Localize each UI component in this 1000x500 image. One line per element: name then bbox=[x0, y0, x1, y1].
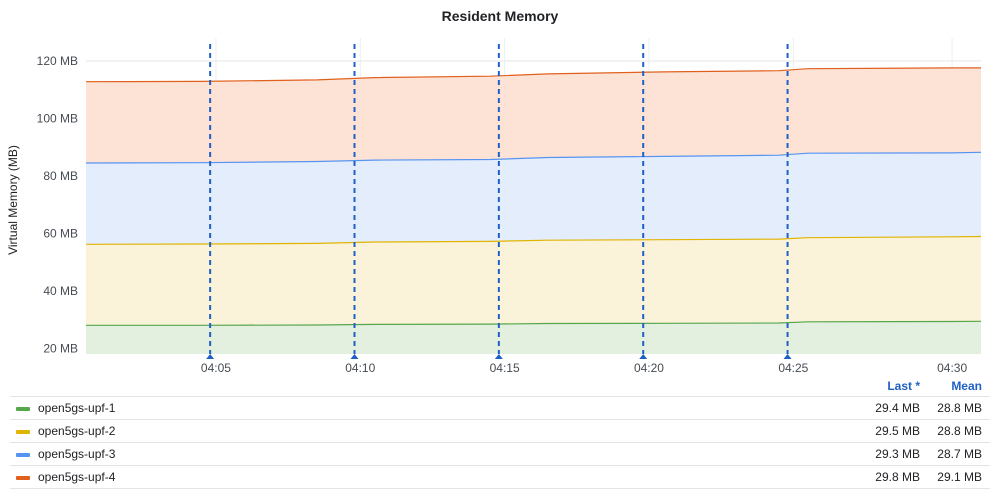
y-tick-label: 100 MB bbox=[37, 111, 78, 125]
area-open5gs-upf-2 bbox=[86, 236, 981, 326]
y-axis-ticks: 20 MB 40 MB 60 MB 80 MB 100 MB 120 MB bbox=[37, 54, 78, 355]
line-open5gs-upf-3 bbox=[85, 151, 982, 164]
x-tick-label: 04:25 bbox=[778, 361, 808, 375]
stacked-areas bbox=[86, 67, 981, 354]
series-name[interactable]: open5gs-upf-3 bbox=[38, 447, 116, 461]
x-tick-label: 04:05 bbox=[201, 361, 231, 375]
legend-table: Last * Mean open5gs-upf-1 29.4 MB 28.8 M… bbox=[10, 376, 990, 489]
series-name[interactable]: open5gs-upf-2 bbox=[38, 424, 116, 438]
series-last-value: 29.8 MB bbox=[875, 470, 920, 484]
line-open5gs-upf-4 bbox=[85, 67, 981, 83]
annotation-marker-icon bbox=[206, 354, 215, 359]
area-open5gs-upf-4 bbox=[86, 67, 981, 163]
series-mean-value: 29.1 MB bbox=[937, 470, 982, 484]
series-last-value: 29.3 MB bbox=[875, 447, 920, 461]
line-open5gs-upf-2 bbox=[85, 235, 982, 245]
line-open5gs-upf-1 bbox=[86, 320, 982, 326]
y-tick-label: 20 MB bbox=[43, 341, 78, 355]
panel-title: Resident Memory bbox=[441, 8, 559, 24]
legend-column-mean[interactable]: Mean bbox=[951, 379, 982, 393]
y-axis-label: Virtual Memory (MB) bbox=[6, 145, 20, 255]
y-tick-label: 40 MB bbox=[43, 284, 78, 298]
x-tick-label: 04:10 bbox=[345, 361, 375, 375]
series-name[interactable]: open5gs-upf-1 bbox=[38, 401, 116, 415]
annotation-marker-icon bbox=[783, 354, 792, 359]
legend-row[interactable]: open5gs-upf-1 29.4 MB 28.8 MB bbox=[10, 397, 990, 420]
annotation-marker-icon bbox=[350, 354, 359, 359]
x-tick-label: 04:15 bbox=[490, 361, 520, 375]
annotation-marker-icon bbox=[494, 354, 503, 359]
series-lines bbox=[85, 67, 982, 326]
series-color-swatch bbox=[16, 453, 30, 457]
series-name[interactable]: open5gs-upf-4 bbox=[38, 470, 116, 484]
legend-column-last[interactable]: Last * bbox=[887, 379, 920, 393]
series-mean-value: 28.8 MB bbox=[937, 401, 982, 415]
y-tick-label: 120 MB bbox=[37, 54, 78, 68]
series-color-swatch bbox=[16, 407, 30, 411]
annotation-marker-icon bbox=[639, 354, 648, 359]
series-last-value: 29.5 MB bbox=[875, 424, 920, 438]
area-open5gs-upf-3 bbox=[86, 152, 981, 245]
area-open5gs-upf-1 bbox=[86, 321, 981, 354]
y-tick-label: 60 MB bbox=[43, 226, 78, 240]
series-color-swatch bbox=[16, 430, 30, 434]
x-axis-ticks: 04:05 04:10 04:15 04:20 04:25 04:30 bbox=[201, 361, 968, 375]
annotation-markers[interactable] bbox=[206, 44, 792, 359]
legend-row[interactable]: open5gs-upf-2 29.5 MB 28.8 MB bbox=[10, 420, 990, 443]
y-tick-label: 80 MB bbox=[43, 169, 78, 183]
legend-row[interactable]: open5gs-upf-3 29.3 MB 28.7 MB bbox=[10, 443, 990, 466]
legend-header: Last * Mean bbox=[10, 376, 990, 397]
x-tick-label: 04:20 bbox=[634, 361, 664, 375]
series-mean-value: 28.8 MB bbox=[937, 424, 982, 438]
x-tick-label: 04:30 bbox=[937, 361, 967, 375]
legend-row[interactable]: open5gs-upf-4 29.8 MB 29.1 MB bbox=[10, 466, 990, 489]
series-last-value: 29.4 MB bbox=[875, 401, 920, 415]
series-mean-value: 28.7 MB bbox=[937, 447, 982, 461]
series-color-swatch bbox=[16, 476, 30, 480]
